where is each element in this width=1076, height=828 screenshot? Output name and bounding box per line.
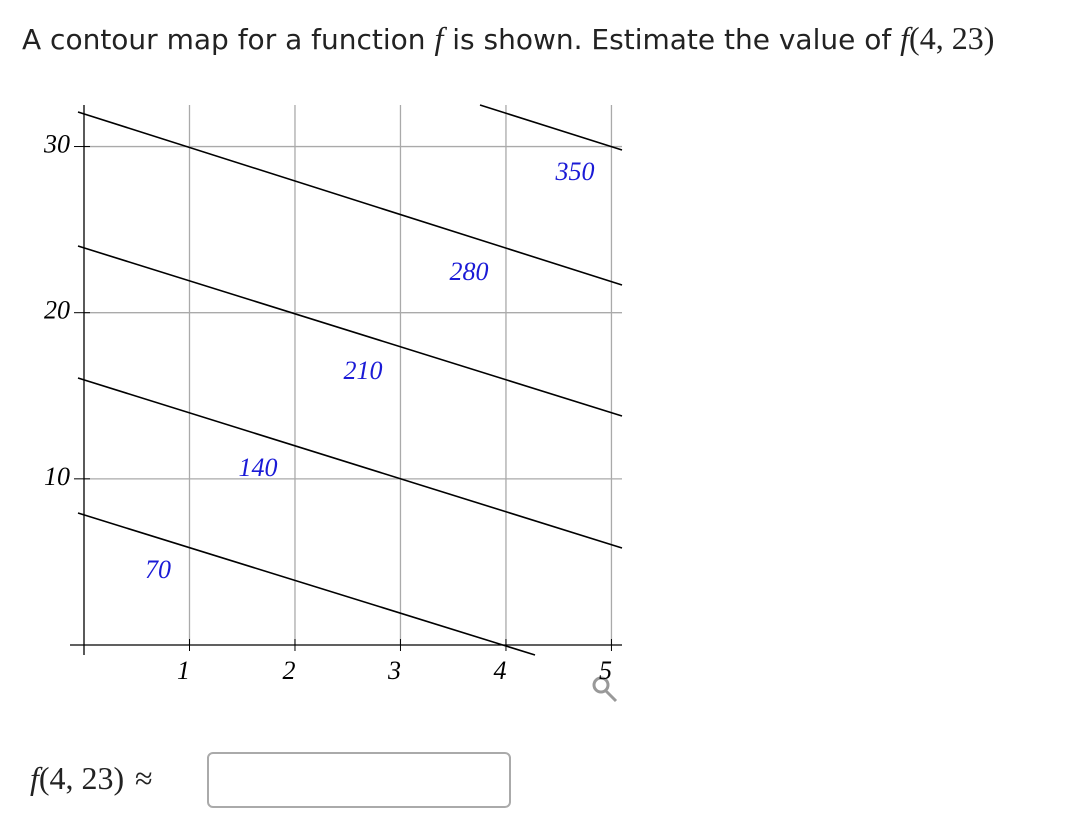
magnifier-icon[interactable] — [592, 676, 618, 703]
y-tick-label: 30 — [43, 130, 70, 159]
contour-line — [77, 512, 536, 656]
x-tick-label: 2 — [282, 656, 295, 685]
y-tick-label: 10 — [44, 462, 70, 491]
contour-line — [77, 377, 623, 549]
x-tick-label: 3 — [387, 656, 401, 685]
y-tick-label: 20 — [44, 296, 70, 325]
question: A contour map for a function f is shown.… — [22, 20, 994, 57]
contour-label: 70 — [145, 555, 171, 584]
question-text: A contour map for a function — [22, 23, 426, 56]
contour-label: 140 — [239, 453, 278, 482]
answer-symbol: ≈ — [135, 760, 153, 796]
answer-fn: f — [30, 760, 39, 796]
answer-input[interactable] — [207, 752, 511, 808]
contour-label: 210 — [344, 356, 383, 385]
contour-line — [479, 104, 623, 151]
question-text: is shown. Estimate the value of — [452, 23, 892, 56]
contour-label: 280 — [450, 257, 489, 286]
question-var: f — [434, 20, 444, 56]
x-tick-label: 4 — [493, 656, 506, 685]
x-tick-label: 5 — [599, 656, 612, 685]
question-fn: f — [900, 20, 910, 56]
contour-line — [77, 111, 623, 286]
question-args: (4, 23) — [909, 20, 995, 56]
contour-line — [77, 245, 623, 417]
contour-chart: 1 2 3 4 5 10 20 30 70 140 210 280 350 — [43, 104, 623, 703]
answer-args: (4, 23) — [38, 760, 125, 796]
x-tick-label: 1 — [177, 656, 190, 685]
answer-label: f(4, 23) ≈ — [30, 758, 153, 798]
contour-label: 350 — [555, 157, 595, 186]
